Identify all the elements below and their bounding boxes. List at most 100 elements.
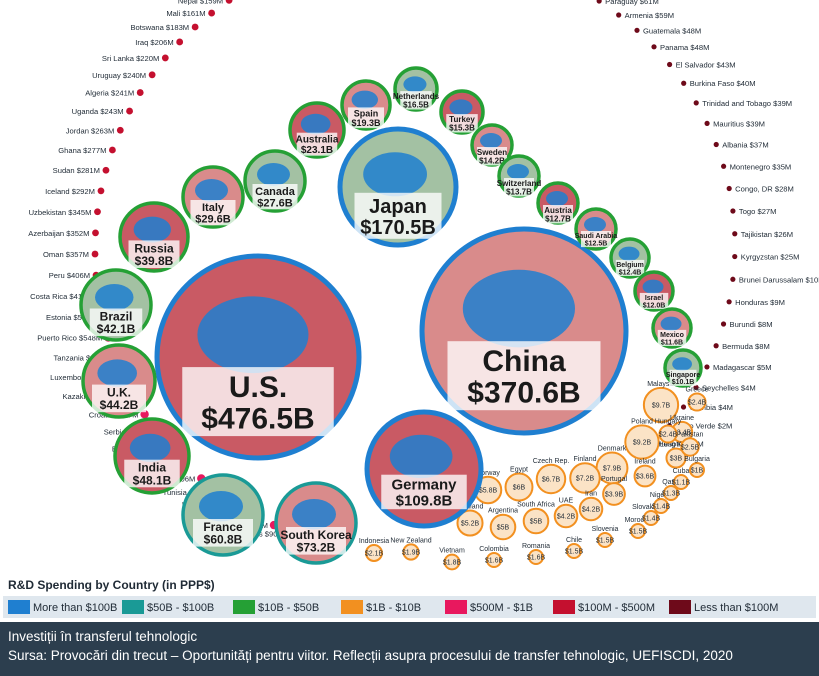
dot-label-tanzania: Tanzania $624M — [54, 354, 110, 363]
country-shape-u-s — [197, 296, 309, 374]
bubble-name-china: China — [482, 345, 566, 378]
bubble-thailand — [456, 509, 484, 537]
bubble-value-malaysia: $9.7B — [652, 403, 671, 410]
bubble-vietnam — [443, 553, 461, 571]
bubble-value-bulgaria: $1B — [691, 468, 704, 475]
dot-gambia — [680, 404, 687, 410]
bubble-value-japan: $170.5B — [360, 217, 436, 239]
bubble-hong-kong — [665, 447, 687, 469]
caption-source: Sursa: Provocări din trecut – Oportunită… — [8, 648, 733, 663]
country-shape-singapore — [672, 357, 692, 371]
dot-trinidad-and-tobago — [693, 100, 699, 106]
legend-label-500m-1b: $500M - $1B — [470, 602, 533, 614]
bubble-value-france: $60.8B — [204, 533, 243, 547]
bubble-name-switzerland: Switzerland — [497, 179, 542, 188]
bubble-saudi-arabia: Saudi Arabia$12.5B — [574, 207, 618, 251]
dot-label-armenia: Armenia $59M — [625, 11, 674, 20]
country-shape-turkey — [449, 99, 473, 116]
dot-panama — [651, 44, 657, 50]
bubble-name-nigeria: Nigeria — [650, 492, 672, 499]
dot-togo — [730, 208, 736, 214]
bubble-australia: Australia$23.1B — [288, 101, 346, 159]
bubble-name-japan: Japan — [369, 196, 427, 218]
dot-label-iceland: Iceland $292M — [45, 187, 95, 196]
country-shape-brazil — [95, 284, 134, 311]
bubble-u-s: U.S.$476.5B — [154, 253, 362, 461]
bubble-name-south-africa: South Africa — [517, 502, 555, 509]
bubble-name-mexico: Mexico — [660, 332, 684, 339]
bubble-name-uae: UAE — [559, 498, 574, 505]
bubble-chile — [566, 543, 582, 559]
dot-oman — [91, 250, 99, 258]
bubble-new-zealand — [402, 543, 420, 561]
legend-swatch-more-than-100b — [8, 600, 30, 614]
dot-label-burundi: Burundi $8M — [730, 320, 773, 329]
label-box-canada — [252, 184, 298, 210]
bubble-name-argentina: Argentina — [488, 508, 518, 515]
bubble-name-brazil: Brazil — [100, 310, 133, 324]
bubble-czech-rep — [535, 463, 567, 495]
bubble-name-malaysia: Malaysia — [647, 381, 675, 388]
bubble-value-india: $48.1B — [133, 473, 172, 487]
dot-label-peru: Peru $406M — [49, 271, 90, 280]
chart-title: R&D Spending by Country (in PPP$) — [8, 578, 215, 592]
label-box-sweden — [477, 147, 507, 166]
bubble-value-greece: $2.4B — [688, 400, 707, 407]
dot-label-azerbaijan: Azerbaijan $352M — [28, 229, 89, 238]
bubble-name-india: India — [138, 461, 166, 475]
bubble-value-china: $370.6B — [467, 377, 580, 410]
label-box-israel — [639, 292, 669, 309]
dot-label-algeria: Algeria $241M — [85, 89, 134, 98]
bubble-value-turkey: $15.3B — [449, 124, 475, 133]
label-box-turkey — [446, 114, 478, 133]
bubble-value-romania: $1.6B — [527, 555, 546, 562]
bubble-finland — [569, 462, 601, 494]
dot-bermuda — [713, 343, 719, 349]
bubble-name-austria: Austria — [544, 206, 572, 215]
bubble-value-slovenia: $1.5B — [596, 538, 615, 545]
dot-sri-lanka — [161, 54, 169, 62]
bubble-india: India$48.1B — [113, 417, 191, 495]
dot-label-montenegro: Montenegro $35M — [730, 162, 792, 171]
country-shape-belgium — [618, 246, 640, 262]
bubble-value-qatar: $1.3B — [662, 491, 681, 498]
bubble-name-france: France — [203, 520, 243, 534]
bubble-uae — [553, 503, 579, 529]
bubble-mexico: Mexico$11.6B — [651, 307, 693, 349]
label-box-saudi-arabia — [581, 231, 611, 248]
bubble-russia: Russia$39.8B — [118, 201, 190, 273]
bubble-value-slovak-rep: $1.4B — [642, 516, 661, 523]
bubble-value-poland: $9.2B — [633, 440, 652, 447]
bubble-name-israel: Israel — [645, 295, 663, 302]
label-box-germany — [381, 474, 467, 510]
bubble-value-hong-kong: $3B — [670, 456, 683, 463]
bubble-name-hungary: Hungary — [655, 418, 682, 425]
bubble-name-chile: Chile — [566, 537, 582, 544]
bubble-israel: Israel$12.0B — [633, 270, 675, 312]
bubble-name-thailand: Thailand — [457, 503, 484, 510]
bubble-name-denmark: Denmark — [598, 446, 627, 453]
dot-label-guatemala: Guatemala $48M — [643, 26, 701, 35]
dot-nepal — [225, 0, 233, 4]
bubble-spain: Spain$19.3B — [340, 79, 392, 131]
bubble-name-norway: Norway — [476, 470, 500, 477]
bubble-value-spain: $19.3B — [351, 118, 381, 128]
dot-sudan — [102, 166, 110, 174]
bubble-name-netherlands: Netherlands — [393, 92, 440, 101]
dot-label-kyrgyzstan: Kyrgyzstan $25M — [741, 253, 800, 262]
bubble-name-sweden: Sweden — [477, 148, 507, 157]
label-box-singapore — [669, 369, 697, 386]
mid-country-bubbles: Malaysia $9.7B Poland $9.2B Denmark $7.9B Finl… — [359, 381, 710, 571]
bubble-egypt — [504, 472, 534, 502]
bubble-name-singapore: Singapore — [666, 372, 700, 379]
label-box-australia — [296, 132, 338, 156]
bubble-malaysia — [642, 386, 680, 424]
bubble-name-germany: Germany — [391, 477, 457, 494]
dot-tajikistan — [732, 231, 738, 237]
bubble-iran — [578, 496, 604, 522]
bubble-name-italy: Italy — [202, 202, 225, 214]
dot-label-albania: Albania $37M — [722, 141, 768, 150]
dot-label-uzbekistan: Uzbekistan $345M — [29, 208, 92, 217]
bubble-argentina — [489, 513, 517, 541]
country-shape-sweden — [480, 133, 502, 149]
